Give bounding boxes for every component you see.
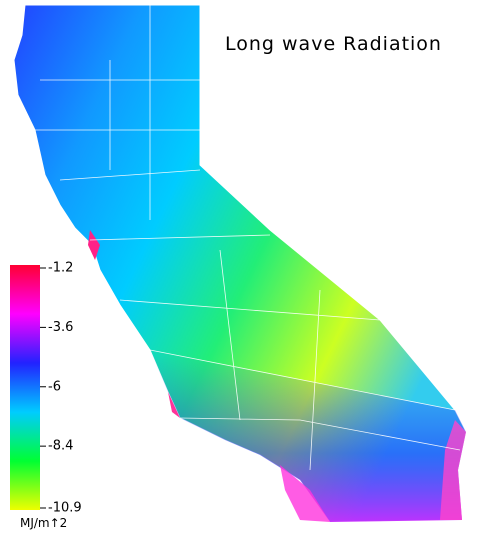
colorbar-unit: MJ/m↑2 [20,516,67,530]
colorbar-tick-label: -3.6 [48,320,73,335]
colorbar-tick-label: -8.4 [48,439,73,454]
colorbar-tick-label: -1.2 [48,261,73,276]
colorbar-tick-label: -6 [48,379,61,394]
map-title: Long wave Radiation [225,33,442,55]
colorbar-tick-label: -10.9 [48,501,82,516]
california [13,4,467,523]
colorbar [10,265,40,510]
